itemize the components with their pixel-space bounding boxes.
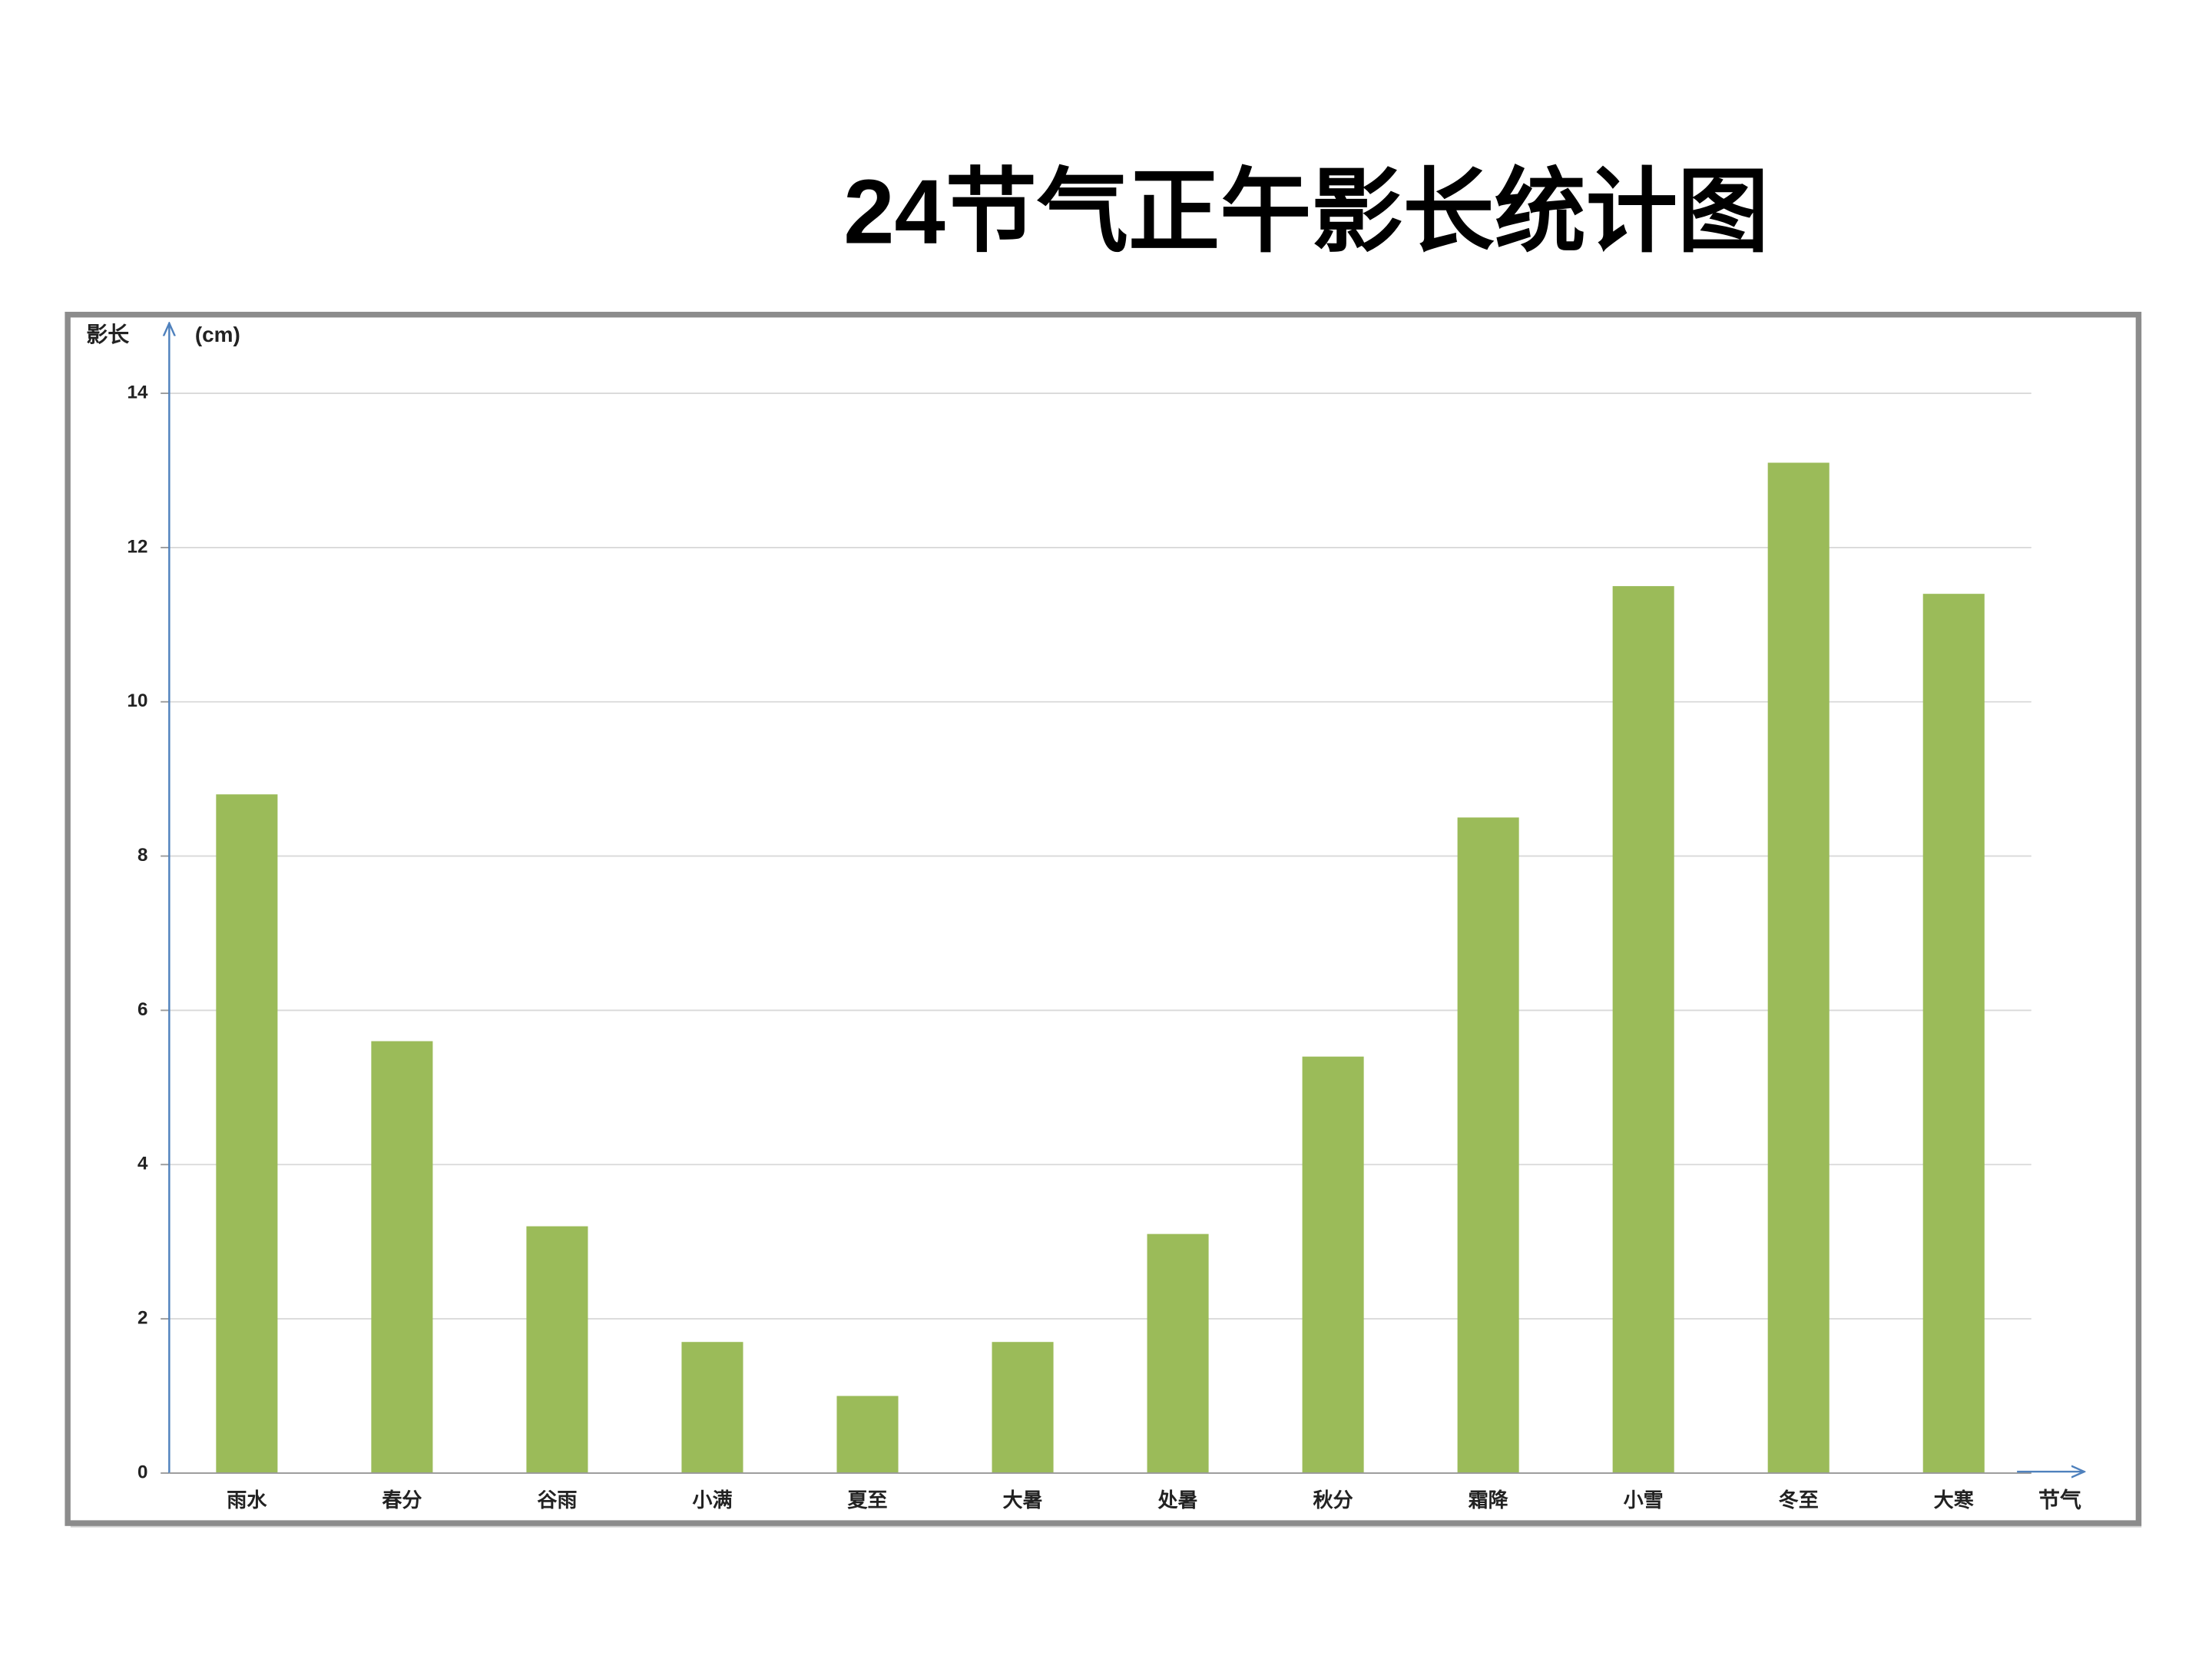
bar <box>526 1226 588 1473</box>
y-tick-label: 6 <box>137 999 147 1020</box>
y-tick-label: 8 <box>137 845 147 866</box>
bar <box>836 1396 899 1473</box>
y-tick-label: 12 <box>127 536 148 557</box>
x-tick-label: 雨水 <box>227 1488 267 1512</box>
y-tick-label: 14 <box>127 382 148 402</box>
x-tick-label: 大寒 <box>1934 1488 1974 1512</box>
y-axis-unit: (cm) <box>195 323 240 346</box>
y-tick-label: 10 <box>127 690 148 711</box>
x-axis-title: 节气 <box>2038 1488 2081 1512</box>
y-tick-label: 0 <box>137 1462 147 1482</box>
x-tick-label: 大暑 <box>1002 1488 1042 1512</box>
x-tick-label: 处暑 <box>1157 1488 1198 1512</box>
x-tick-label: 秋分 <box>1313 1488 1353 1512</box>
bars <box>216 462 1985 1473</box>
bar <box>1767 462 1830 1473</box>
bar <box>681 1342 743 1473</box>
y-tick-label: 4 <box>137 1154 148 1174</box>
x-tick-label: 冬至 <box>1779 1488 1819 1512</box>
x-tick-label: 春分 <box>382 1488 422 1512</box>
bar <box>1457 817 1519 1473</box>
bar <box>992 1342 1054 1473</box>
y-axis-title: 影长 <box>86 323 129 346</box>
x-tick-label: 夏至 <box>847 1488 887 1512</box>
bar <box>371 1041 433 1473</box>
x-tick-label: 霜降 <box>1469 1488 1509 1512</box>
bar <box>1922 594 1985 1473</box>
chart-title: 24节气正午影长统计图 <box>843 161 1769 263</box>
y-tick-label: 2 <box>137 1307 147 1328</box>
bar <box>216 794 278 1473</box>
x-tick-label: 谷雨 <box>537 1488 577 1512</box>
bar <box>1302 1056 1364 1473</box>
x-tick-label: 小满 <box>692 1488 732 1512</box>
bar <box>1147 1233 1209 1473</box>
x-tick-label: 小雪 <box>1624 1488 1664 1512</box>
bar <box>1612 586 1674 1473</box>
